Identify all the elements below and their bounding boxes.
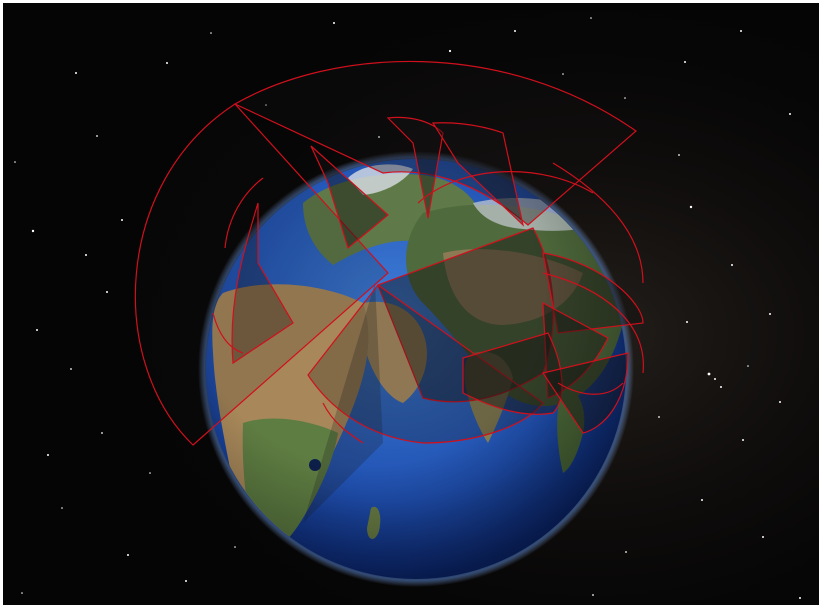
overlay-sector-7[interactable] xyxy=(431,122,525,227)
overlay-sector-10[interactable] xyxy=(462,332,563,415)
overlay-sector-9[interactable] xyxy=(542,301,609,399)
globe-scene[interactable] xyxy=(3,3,819,605)
globe-viewer[interactable] xyxy=(3,3,819,605)
star-field xyxy=(14,17,801,599)
overlay-sector-1[interactable] xyxy=(233,60,637,226)
sensor-overlays[interactable] xyxy=(134,60,644,446)
overlay-sector-12[interactable] xyxy=(231,202,294,365)
overlay-sector-2[interactable] xyxy=(134,103,389,446)
overlay-sector-4[interactable] xyxy=(307,284,544,444)
overlay-sector-6[interactable] xyxy=(386,116,444,219)
overlay-sector-5[interactable] xyxy=(310,145,389,250)
earth-globe[interactable] xyxy=(198,151,634,587)
overlay-sector-8[interactable] xyxy=(542,252,644,334)
